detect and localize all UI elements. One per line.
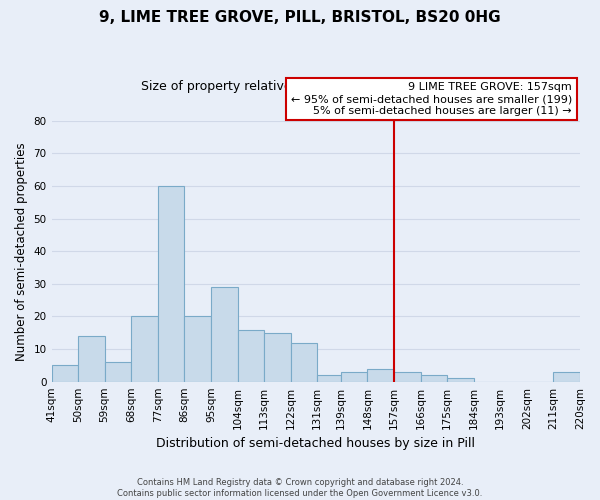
Bar [553, 372, 580, 382]
Bar [158, 186, 184, 382]
Bar [421, 375, 447, 382]
Text: Contains HM Land Registry data © Crown copyright and database right 2024.
Contai: Contains HM Land Registry data © Crown c… [118, 478, 482, 498]
Bar [104, 362, 131, 382]
Bar [367, 368, 394, 382]
Text: 9 LIME TREE GROVE: 157sqm
← 95% of semi-detached houses are smaller (199)
5% of : 9 LIME TREE GROVE: 157sqm ← 95% of semi-… [291, 82, 572, 116]
Bar [211, 287, 238, 382]
Bar [394, 372, 421, 382]
Bar [52, 366, 78, 382]
Bar [290, 342, 317, 382]
Bar [447, 378, 474, 382]
Bar [131, 316, 158, 382]
Bar [238, 330, 264, 382]
Bar [341, 372, 367, 382]
Title: Size of property relative to semi-detached houses in Pill: Size of property relative to semi-detach… [141, 80, 491, 94]
Y-axis label: Number of semi-detached properties: Number of semi-detached properties [15, 142, 28, 360]
Bar [264, 333, 290, 382]
Bar [317, 375, 341, 382]
Text: 9, LIME TREE GROVE, PILL, BRISTOL, BS20 0HG: 9, LIME TREE GROVE, PILL, BRISTOL, BS20 … [99, 10, 501, 25]
Bar [78, 336, 104, 382]
X-axis label: Distribution of semi-detached houses by size in Pill: Distribution of semi-detached houses by … [156, 437, 475, 450]
Bar [184, 316, 211, 382]
